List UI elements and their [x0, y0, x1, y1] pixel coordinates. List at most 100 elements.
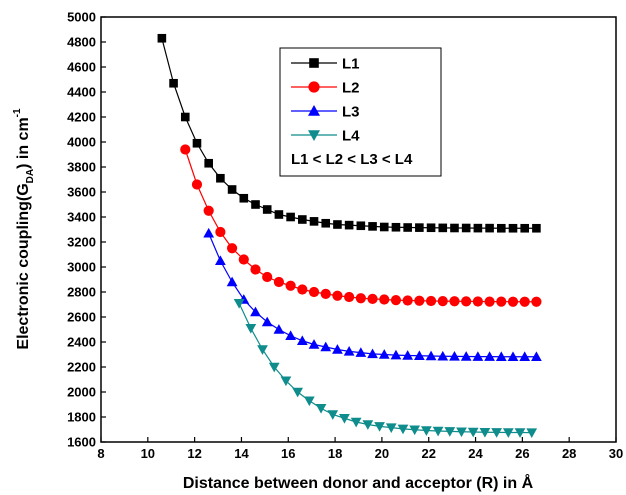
x-tick-label: 18 [328, 446, 342, 461]
x-tick-label: 10 [141, 446, 155, 461]
data-point-triangle-up [273, 324, 285, 334]
y-tick-label: 4600 [67, 60, 96, 75]
data-point-circle [402, 295, 413, 306]
data-point-square [286, 212, 295, 222]
series-layer [157, 33, 542, 438]
data-point-square [391, 222, 401, 232]
series-l3 [203, 227, 542, 362]
y-tick-label: 4400 [67, 85, 96, 100]
data-point-square [356, 221, 366, 231]
data-point-triangle-up [250, 306, 261, 317]
y-tick-label: 4200 [67, 110, 96, 125]
data-point-circle [507, 296, 519, 307]
legend-item-l2: L2 [291, 80, 360, 97]
y-axis-label-sub: DA [25, 169, 36, 183]
legend-label: L4 [342, 128, 360, 145]
data-point-triangle-down [502, 428, 514, 438]
data-point-square [333, 220, 342, 229]
data-point-circle [461, 296, 472, 307]
data-point-square [180, 112, 190, 122]
data-point-square [532, 223, 541, 233]
series-line [238, 302, 532, 434]
x-tick-label: 30 [609, 446, 623, 461]
data-point-triangle-up [449, 351, 460, 361]
data-point-circle [390, 295, 402, 306]
y-axis-label-main: Electronic coupling(G [15, 183, 32, 349]
data-point-triangle-up [495, 351, 507, 362]
x-tick-label: 14 [234, 446, 249, 461]
data-point-triangle-up [378, 349, 390, 359]
data-point-square [216, 173, 225, 183]
data-point-square [309, 58, 319, 68]
data-point-triangle-up [261, 316, 273, 327]
data-point-triangle-down [385, 423, 397, 433]
data-point-square [344, 220, 354, 230]
data-point-triangle-down [292, 387, 304, 398]
data-point-circle [367, 293, 378, 304]
data-point-triangle-down [421, 426, 432, 436]
data-point-square [461, 223, 471, 233]
data-point-square [309, 217, 319, 226]
y-tick-label: 3200 [67, 235, 96, 250]
data-point-circle [472, 296, 483, 307]
data-point-triangle-down [514, 428, 526, 438]
y-tick-label: 1600 [67, 435, 96, 450]
data-point-triangle-up [460, 351, 472, 361]
x-tick-label: 12 [187, 446, 201, 461]
x-tick-label: 16 [281, 446, 295, 461]
data-point-triangle-down [245, 323, 257, 334]
data-point-square [239, 193, 249, 203]
data-point-triangle-up [507, 351, 519, 362]
data-point-triangle-up [343, 346, 355, 356]
legend-note: L1 < L2 < L3 < L4 [291, 151, 413, 168]
data-point-square [520, 223, 530, 233]
data-point-triangle-down [268, 362, 280, 373]
data-point-triangle-down [315, 403, 327, 414]
data-point-square [473, 223, 483, 233]
data-point-circle [414, 295, 425, 306]
data-point-square [496, 223, 506, 233]
data-point-triangle-up [531, 351, 542, 362]
data-point-circle [250, 264, 261, 275]
data-point-triangle-down [432, 426, 444, 437]
x-tick-label: 28 [562, 446, 576, 461]
data-point-triangle-down [479, 427, 491, 438]
data-point-square [438, 223, 448, 233]
legend-label: L1 [342, 56, 360, 73]
series-l4 [233, 298, 538, 438]
x-tick-label: 8 [97, 446, 104, 461]
data-point-square [227, 185, 237, 194]
data-point-circle [308, 81, 320, 93]
data-point-circle [496, 296, 507, 307]
data-point-circle [285, 280, 296, 291]
data-point-circle [180, 144, 191, 155]
y-tick-label: 3800 [67, 160, 96, 175]
data-point-triangle-down [327, 410, 339, 420]
data-point-square [415, 223, 424, 232]
data-point-square [450, 223, 459, 233]
data-point-square [403, 223, 412, 232]
data-point-triangle-up [402, 350, 414, 360]
data-point-triangle-up [355, 347, 367, 357]
legend-label: L2 [342, 80, 360, 97]
data-point-circle [203, 205, 214, 216]
data-point-triangle-down [233, 298, 245, 309]
y-axis-label-mid: ) in cm [15, 117, 32, 169]
data-point-square [169, 78, 178, 88]
data-point-square [379, 222, 389, 232]
data-point-circle [425, 295, 437, 307]
data-point-square [251, 200, 260, 209]
legend-item-l1: L1 [291, 56, 360, 73]
y-tick-label: 4800 [67, 35, 96, 50]
data-point-circle [484, 296, 495, 307]
data-point-triangle-down [397, 424, 409, 435]
data-point-square [321, 218, 331, 228]
data-point-triangle-up [308, 105, 320, 116]
data-point-triangle-up [425, 350, 437, 361]
y-axis-ticks: 1600 1800 2000 2200 2400 2600 2800 3000 3200 3400… [67, 10, 106, 450]
data-point-square [508, 223, 518, 233]
data-point-circle [308, 286, 320, 298]
data-point-triangle-down [491, 428, 502, 438]
data-point-square [298, 215, 307, 224]
